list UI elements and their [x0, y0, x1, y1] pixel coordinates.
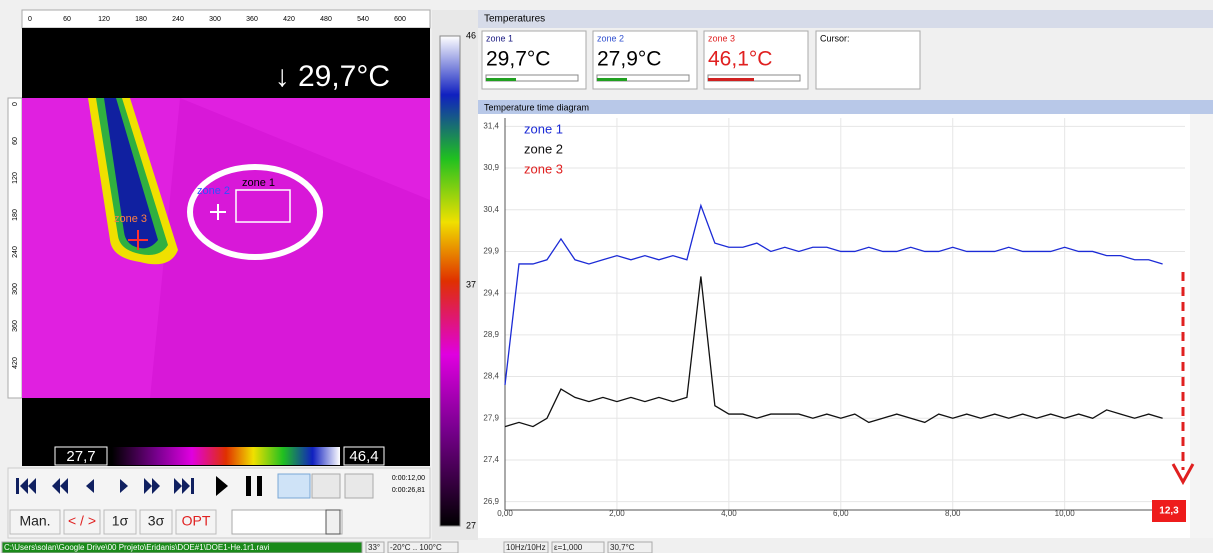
zone-label: zone 3 [114, 213, 147, 225]
ruler-label: 300 [209, 16, 221, 23]
y-tick-label: 29,4 [483, 288, 499, 297]
ruler-label: 120 [12, 172, 19, 184]
y-tick-label: 26,9 [483, 497, 499, 506]
zone-box-value: 46,1°C [708, 48, 772, 71]
mode-button-label: < / > [68, 513, 96, 529]
cut-button[interactable] [312, 474, 340, 498]
ruler-label: 540 [357, 16, 369, 23]
palette-bar [112, 447, 340, 465]
status-text: ε=1,000 [554, 543, 583, 552]
peak-button[interactable] [345, 474, 373, 498]
status-text: C:\Users\solan\Google Drive\00 Projeto\E… [4, 543, 270, 552]
ruler-label: 120 [98, 16, 110, 23]
mode-button-label: 1σ [112, 513, 129, 529]
ruler-label: 240 [12, 246, 19, 258]
palette-min: 27,7 [66, 448, 95, 465]
slider-thumb[interactable] [326, 510, 340, 534]
scale-label: 27 [466, 520, 476, 530]
diagram-area [478, 114, 1190, 538]
time-current: 0:00:12,00 [392, 475, 425, 482]
y-tick-label: 30,9 [483, 163, 499, 172]
ruler-label: 60 [12, 137, 19, 145]
ruler-label: 480 [320, 16, 332, 23]
scale-label: 46 [466, 30, 476, 40]
scale-bar [440, 36, 460, 526]
zone-box-label: zone 1 [486, 33, 513, 43]
zone-bar-fill [597, 78, 627, 81]
y-tick-label: 28,4 [483, 372, 499, 381]
diagram-title: Temperature time diagram [484, 102, 589, 112]
status-text: 33° [368, 543, 380, 552]
mode-button-label: 3σ [148, 513, 165, 529]
status-text: 10Hz/10Hz [506, 543, 546, 552]
status-text: -20°C .. 100°C [390, 543, 442, 552]
temperatures-title: Temperatures [484, 14, 545, 25]
ruler-label: 360 [246, 16, 258, 23]
y-tick-label: 31,4 [483, 121, 499, 130]
ruler-label: 180 [135, 16, 147, 23]
y-tick-label: 30,4 [483, 205, 499, 214]
side-toolbar [1190, 114, 1213, 538]
y-tick-label: 28,9 [483, 330, 499, 339]
ruler-label: 0 [12, 102, 19, 106]
zone-bar-fill [486, 78, 516, 81]
loop-button[interactable] [278, 474, 310, 498]
status-text: 30,7°C [610, 543, 635, 552]
ruler-label: 360 [12, 320, 19, 332]
legend-entry: zone 2 [524, 141, 563, 156]
annotation-label: 12,3 [1159, 506, 1179, 517]
temperatures-header [478, 10, 1213, 28]
zone-box-value: 29,7°C [486, 48, 550, 71]
mode-button-label: Man. [19, 513, 50, 529]
image-bottom-band [22, 398, 430, 442]
ruler-label: 0 [28, 16, 32, 23]
spot-temperature: ↓ 29,7°C [275, 60, 390, 93]
zone-box-label: zone 2 [597, 33, 624, 43]
ruler-label: 420 [283, 16, 295, 23]
zone-bar-fill [708, 78, 754, 81]
legend-entry: zone 1 [524, 121, 563, 136]
time-total: 0:00:26,81 [392, 487, 425, 494]
ruler-label: 600 [394, 16, 406, 23]
ruler-label: 240 [172, 16, 184, 23]
zone-box-value: 27,9°C [597, 48, 661, 71]
app-window: 0 60 120 180 240 300 360 420 480 540 600 0 60 120 180 2… [0, 0, 1213, 553]
mode-button-label: OPT [182, 513, 211, 529]
y-tick-label: 27,9 [483, 413, 499, 422]
ruler-label: 180 [12, 209, 19, 221]
y-tick-label: 27,4 [483, 455, 499, 464]
zone-box-label: zone 3 [708, 33, 735, 43]
zone-label: zone 2 [197, 185, 230, 197]
ruler-label: 60 [63, 16, 71, 23]
cursor-label: Cursor: [820, 33, 850, 43]
y-tick-label: 29,9 [483, 247, 499, 256]
zone-label: zone 1 [242, 177, 275, 189]
scale-label: 37 [466, 279, 476, 289]
palette-max: 46,4 [349, 448, 378, 465]
legend-entry: zone 3 [524, 161, 563, 176]
ruler-label: 300 [12, 283, 19, 295]
ruler-label: 420 [12, 357, 19, 369]
